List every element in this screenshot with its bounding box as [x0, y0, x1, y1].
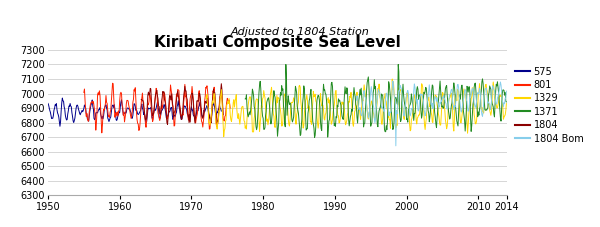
- Title: Kiribati Composite Sea Level: Kiribati Composite Sea Level: [154, 35, 401, 50]
- Text: Adjusted to 1804 Station: Adjusted to 1804 Station: [230, 27, 370, 37]
- Legend: 575, 801, 1329, 1371, 1804, 1804 Bom: 575, 801, 1329, 1371, 1804, 1804 Bom: [514, 66, 584, 145]
